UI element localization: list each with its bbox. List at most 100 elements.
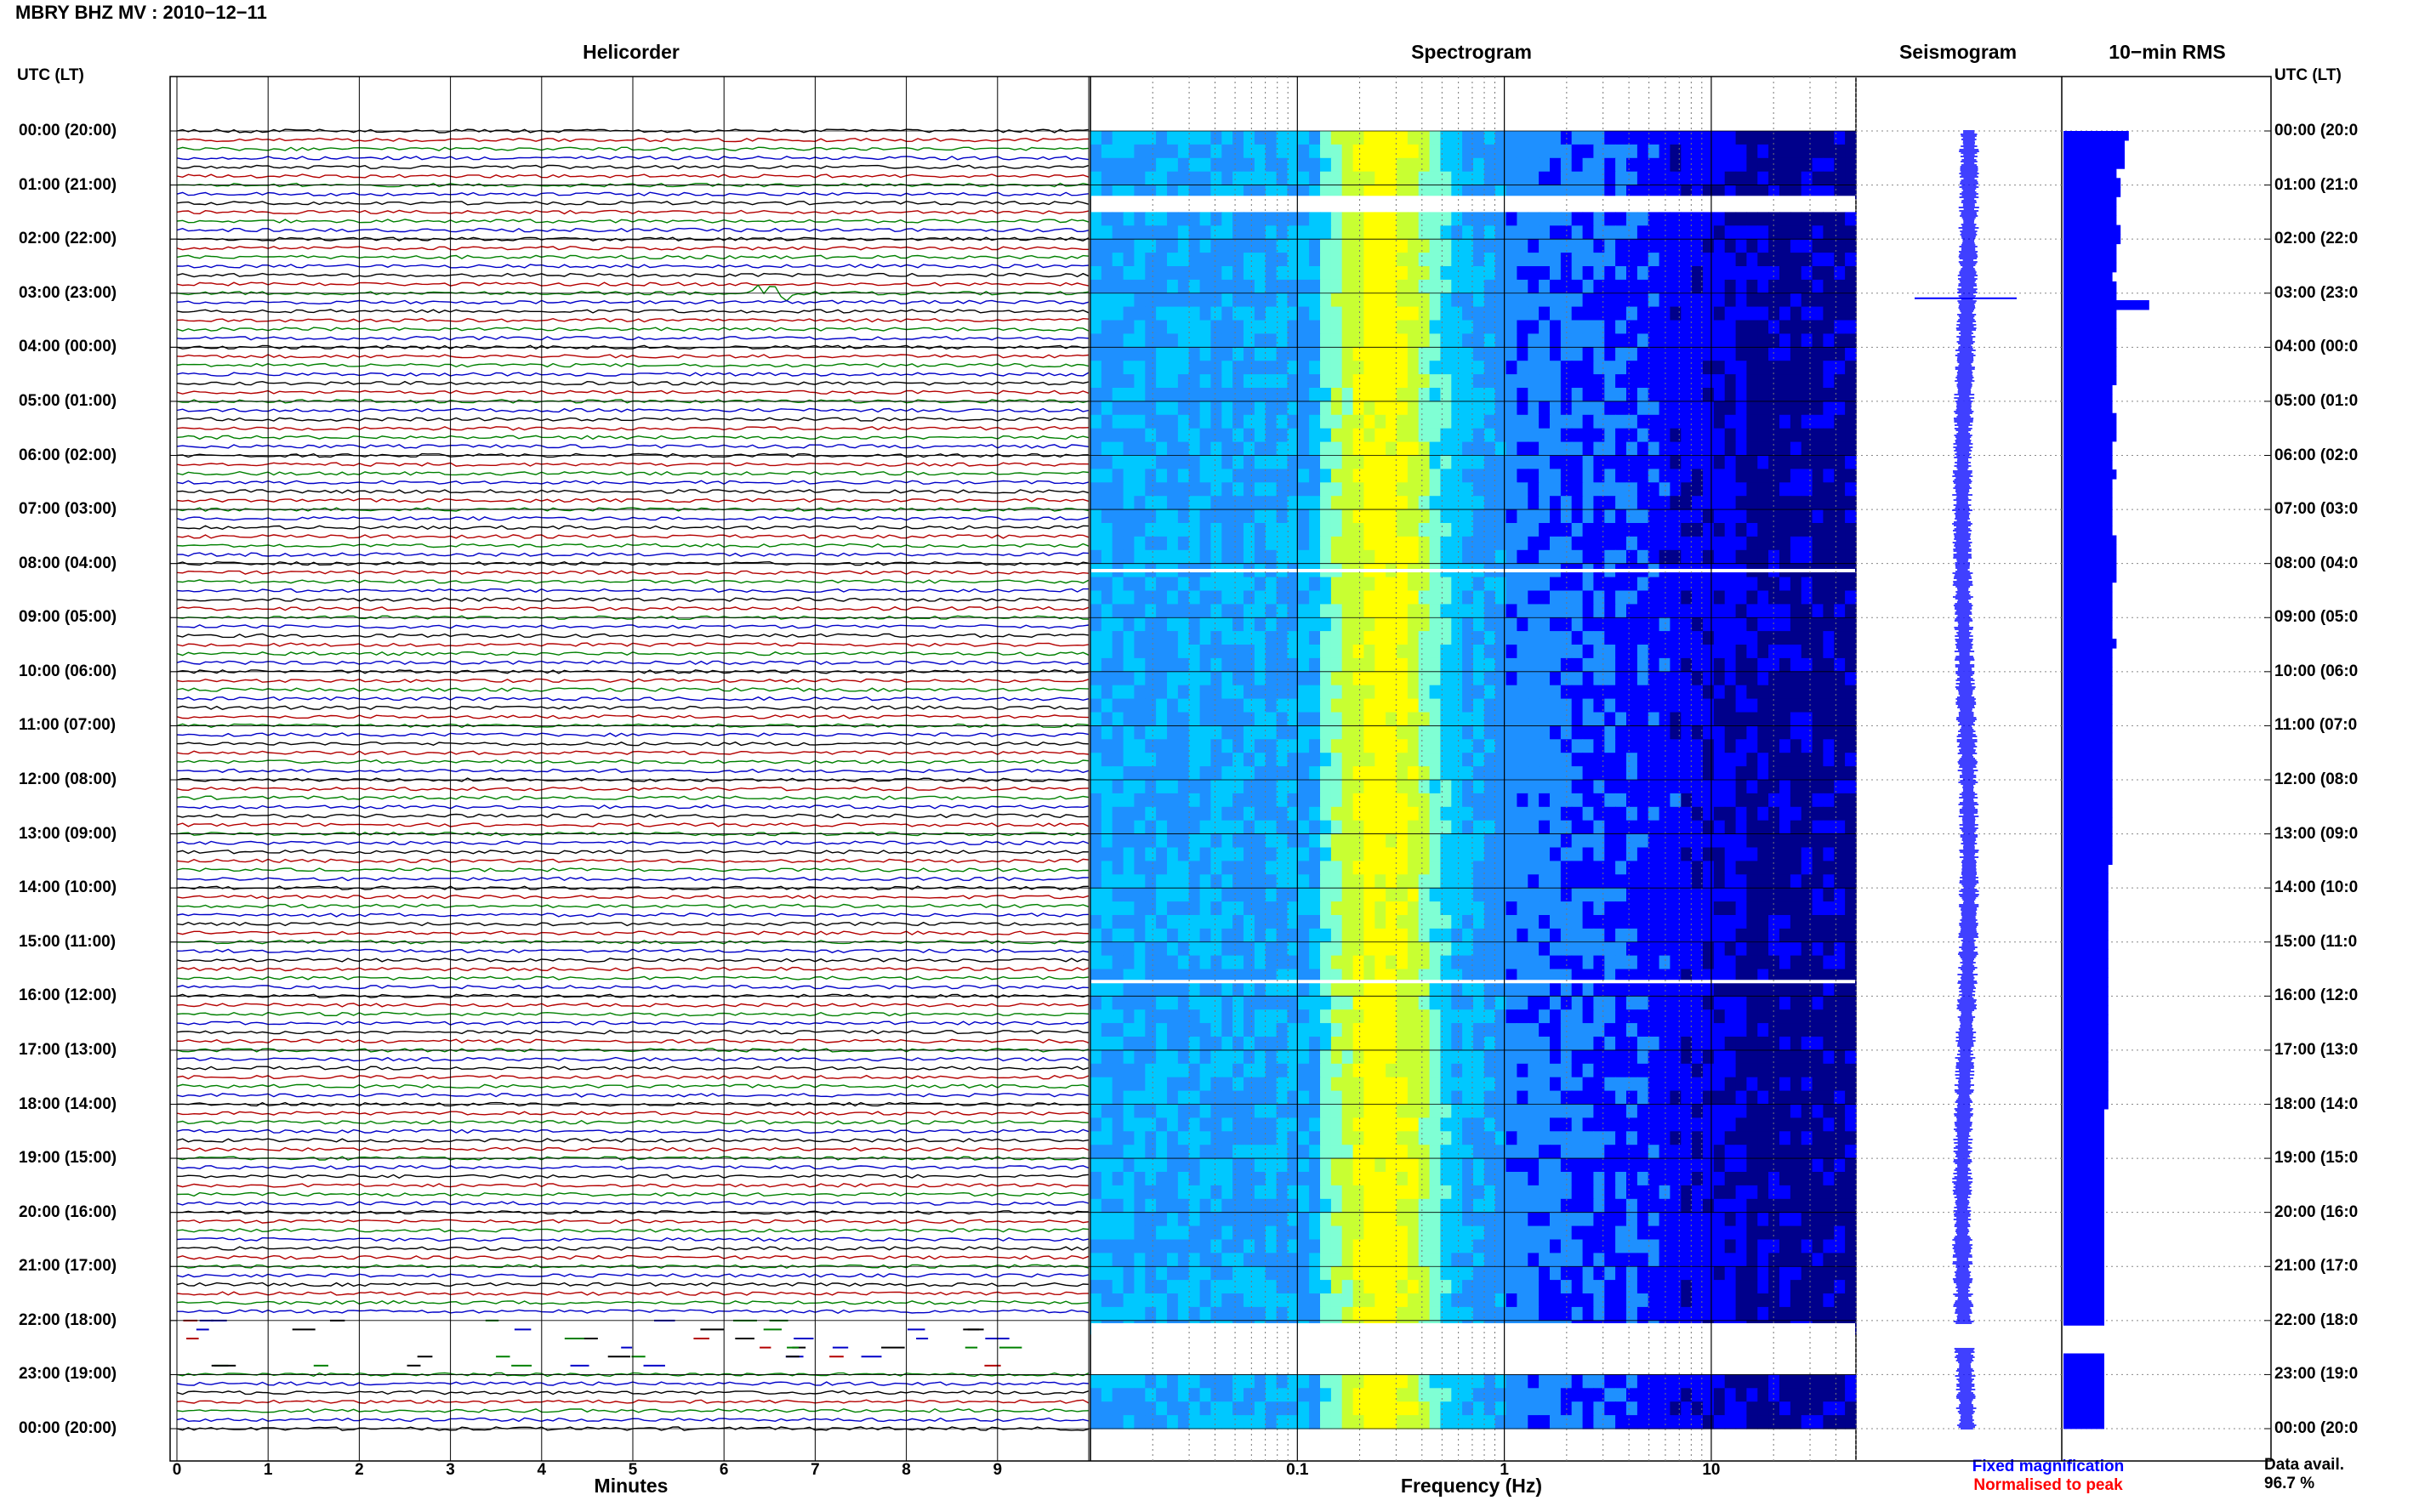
spectrogram-cell — [1287, 577, 1299, 592]
spectrogram-cell — [1790, 739, 1802, 753]
spectrogram-cell — [1221, 306, 1233, 321]
spectrogram-cell — [1112, 347, 1124, 361]
spectrogram-cell — [1352, 793, 1365, 808]
spectrogram-cell — [1112, 1009, 1124, 1024]
spectrogram-cell — [1177, 266, 1190, 281]
spectrogram-cell — [1812, 820, 1824, 835]
spectrogram-cell — [1757, 1023, 1769, 1037]
spectrogram-cell — [1670, 861, 1682, 875]
spectrogram-cell — [1636, 1009, 1649, 1024]
spectrogram-cell — [1123, 725, 1136, 740]
spectrogram-cell — [1845, 469, 1857, 483]
spectrogram-cell — [1746, 279, 1758, 294]
spectrogram-cell — [1724, 793, 1737, 808]
spectrogram-cell — [1768, 888, 1780, 902]
spectrogram-cell — [1779, 698, 1791, 713]
hour-label-right: 17:00 (13:0 — [2274, 1040, 2359, 1059]
spectrogram-cell — [1363, 333, 1375, 348]
spectrogram-cell — [1244, 361, 1255, 375]
spectrogram-cell — [1724, 523, 1737, 537]
spectrogram-cell — [1320, 955, 1332, 970]
spectrogram-cell — [1375, 536, 1386, 551]
spectrogram-cell — [1418, 753, 1431, 767]
spectrogram-cell — [1801, 414, 1813, 429]
spectrogram-cell — [1560, 293, 1573, 308]
hour-label-right: 13:00 (09:0 — [2274, 824, 2359, 843]
spectrogram-cell — [1375, 861, 1386, 875]
spectrogram-cell — [1254, 266, 1266, 281]
spectrogram-cell — [1199, 1077, 1212, 1092]
spectrogram-cell — [1407, 279, 1420, 294]
spectrogram-cell — [1429, 861, 1442, 875]
spectrogram-cell — [1188, 1037, 1201, 1051]
spectrogram-cell — [1407, 361, 1420, 375]
spectrogram-cell — [1483, 1009, 1496, 1024]
spectrogram-cell — [1626, 725, 1638, 740]
spectrogram-cell — [1298, 617, 1310, 632]
spectrogram-cell — [1571, 915, 1584, 929]
spectrogram-cell — [1386, 1037, 1397, 1051]
spectrogram-cell — [1244, 144, 1255, 159]
spectrogram-cell — [1560, 955, 1573, 970]
spectrogram-cell — [1134, 996, 1146, 1010]
spectrogram-cell — [1090, 239, 1102, 253]
spectrogram-cell — [1517, 671, 1528, 686]
spectrogram-cell — [1451, 455, 1463, 469]
spectrogram-cell — [1145, 1077, 1157, 1092]
spectrogram-cell — [1309, 739, 1321, 753]
spectrogram-cell — [1790, 766, 1802, 781]
spectrogram-cell — [1134, 549, 1146, 565]
spectrogram-cell — [1517, 793, 1528, 808]
spectrogram-cell — [1834, 657, 1846, 673]
spectrogram-cell — [1735, 185, 1748, 200]
spectrogram-cell — [1517, 833, 1528, 849]
spectrogram-cell — [1167, 888, 1179, 902]
spectrogram-cell — [1134, 509, 1146, 524]
spectrogram-cell — [1134, 928, 1146, 943]
spectrogram-cell — [1451, 631, 1463, 645]
spectrogram-cell — [1681, 888, 1693, 902]
helicorder-x-tick: 3 — [446, 1461, 455, 1479]
spectrogram-cell — [1341, 888, 1354, 902]
spectrogram-cell — [1244, 549, 1255, 565]
spectrogram-cell — [1703, 590, 1715, 605]
spectrogram-cell — [1244, 793, 1255, 808]
spectrogram-cell — [1703, 955, 1715, 970]
spectrogram-cell — [1265, 455, 1278, 469]
spectrogram-cell — [1845, 212, 1857, 226]
spectrogram-cell — [1528, 171, 1540, 186]
spectrogram-cell — [1604, 604, 1616, 618]
spectrogram-cell — [1167, 171, 1179, 186]
spectrogram-cell — [1790, 1009, 1802, 1024]
spectrogram-cell — [1713, 698, 1726, 713]
spectrogram-cell — [1462, 523, 1474, 537]
spectrogram-cell — [1735, 617, 1748, 632]
spectrogram-cell — [1834, 753, 1846, 767]
spectrogram-cell — [1779, 888, 1791, 902]
spectrogram-cell — [1244, 253, 1255, 267]
spectrogram-cell — [1615, 482, 1627, 497]
spectrogram-cell — [1692, 239, 1704, 253]
spectrogram-cell — [1746, 780, 1758, 794]
spectrogram-cell — [1571, 739, 1584, 753]
spectrogram-cell — [1473, 671, 1485, 686]
spectrogram-cell — [1363, 1077, 1375, 1092]
spectrogram-cell — [1692, 428, 1704, 443]
spectrogram-cell — [1386, 604, 1397, 618]
spectrogram-cell — [1188, 698, 1201, 713]
spectrogram-cell — [1244, 698, 1255, 713]
spectrogram-cell — [1287, 833, 1299, 849]
spectrogram-cell — [1145, 617, 1157, 632]
spectrogram-cell — [1090, 131, 1102, 145]
spectrogram-cell — [1801, 631, 1813, 645]
spectrogram-cell — [1615, 631, 1627, 645]
spectrogram-cell — [1244, 657, 1255, 673]
spectrogram-cell — [1352, 401, 1365, 416]
spectrogram-cell — [1724, 482, 1737, 497]
spectrogram-cell — [1550, 739, 1562, 753]
spectrogram-cell — [1517, 306, 1528, 321]
spectrogram-cell — [1156, 347, 1168, 361]
spectrogram-cell — [1418, 455, 1431, 469]
spectrogram-cell — [1571, 320, 1584, 334]
spectrogram-cell — [1407, 617, 1420, 632]
